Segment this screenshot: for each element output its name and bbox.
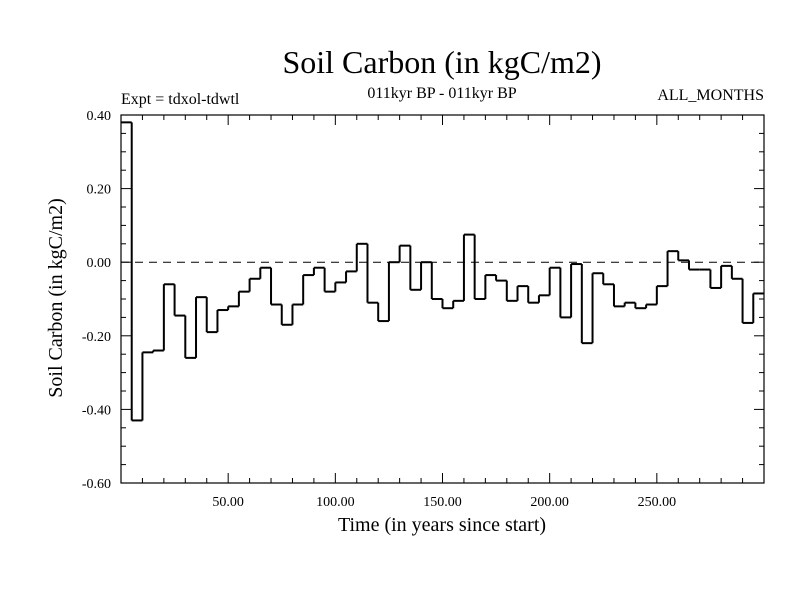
y-tick-label: -0.20 [82,330,111,345]
x-tick-label: 150.00 [423,495,462,510]
x-tick-label: 250.00 [638,495,677,510]
x-axis-label: Time (in years since start) [338,514,546,536]
experiment-label: Expt = tdxol-tdwtl [121,91,240,108]
y-tick-label: -0.60 [82,477,111,492]
months-label: ALL_MONTHS [657,87,764,104]
x-tick-label: 50.00 [212,495,244,510]
x-tick-label: 200.00 [530,495,569,510]
plot-frame [120,114,765,484]
y-tick-label: 0.40 [87,109,112,124]
y-tick-label: 0.00 [87,256,112,271]
y-tick-label: 0.20 [87,183,112,198]
chart-title: Soil Carbon (in kgC/m2) [282,44,601,80]
chart-subtitle: 011kyr BP - 011kyr BP [367,85,516,102]
x-tick-label: 100.00 [316,495,355,510]
y-axis-label: Soil Carbon (in kgC/m2) [45,198,67,397]
y-tick-label: -0.40 [82,403,111,418]
